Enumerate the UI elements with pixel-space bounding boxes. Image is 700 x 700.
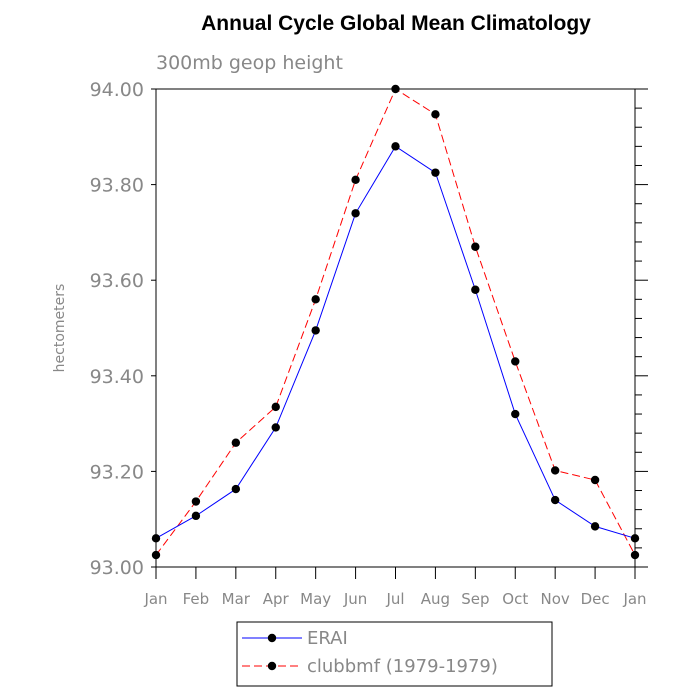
series-line-1 <box>155 88 636 556</box>
data-point <box>431 168 440 177</box>
data-point <box>231 484 241 494</box>
y-tick-label: 93.60 <box>90 270 144 292</box>
series-layer <box>151 84 640 560</box>
data-point <box>590 475 600 485</box>
legend-label-1: clubbmf (1979-1979) <box>307 656 498 677</box>
y-tick-label: 93.40 <box>90 366 144 388</box>
x-tick-label: Nov <box>541 590 570 608</box>
x-tick-label: Oct <box>502 590 528 608</box>
legend-marker-0 <box>267 633 277 643</box>
x-tick-label: Jul <box>385 590 404 608</box>
data-point <box>630 550 640 560</box>
axis-ticks: 93.00 93.20 93.40 93.60 93.80 94.00 Jan Feb Mar A… <box>90 79 648 608</box>
chart-subtitle: 300mb geop height <box>156 52 343 74</box>
x-tick-label: Jan <box>143 590 167 608</box>
data-point <box>231 438 241 447</box>
data-point <box>311 326 320 335</box>
data-point <box>311 295 320 304</box>
legend-box <box>236 621 553 687</box>
x-tick-label: Jun <box>343 590 367 608</box>
series-line-0 <box>155 145 636 539</box>
data-point <box>191 497 201 506</box>
data-point <box>191 511 201 521</box>
x-tick-label: Feb <box>183 590 210 608</box>
y-axis-label: hectometers <box>52 284 68 373</box>
data-point <box>271 402 280 412</box>
data-point <box>590 522 600 531</box>
data-point <box>151 534 161 543</box>
x-tick-label: Dec <box>581 590 610 608</box>
plot-frame <box>155 88 636 568</box>
data-point <box>391 142 400 151</box>
data-point <box>511 409 520 419</box>
x-tick-label: Aug <box>421 590 450 608</box>
data-point <box>550 495 560 505</box>
data-point <box>351 209 360 218</box>
y-tick-label: 94.00 <box>90 79 144 101</box>
y-tick-label: 93.20 <box>90 461 144 483</box>
y-tick-label: 93.80 <box>90 175 144 197</box>
data-point <box>471 242 480 251</box>
data-point <box>431 110 440 119</box>
data-point <box>511 357 520 366</box>
legend: ERAI clubbmf (1979-1979) <box>236 621 553 687</box>
data-point <box>471 285 480 294</box>
data-point <box>550 466 560 475</box>
x-tick-label: Jan <box>622 590 646 608</box>
x-tick-label: Sep <box>461 590 489 608</box>
data-point <box>151 550 161 560</box>
data-point <box>630 534 640 543</box>
data-point <box>271 423 280 432</box>
chart-title: Annual Cycle Global Mean Climatology <box>201 12 591 35</box>
legend-label-0: ERAI <box>307 628 348 649</box>
data-point <box>351 175 360 185</box>
x-tick-label: May <box>300 590 331 608</box>
x-tick-label: Mar <box>222 590 251 608</box>
legend-marker-1 <box>267 661 277 671</box>
y-tick-label: 93.00 <box>90 557 144 579</box>
x-tick-label: Apr <box>263 590 290 608</box>
data-point <box>391 84 400 94</box>
